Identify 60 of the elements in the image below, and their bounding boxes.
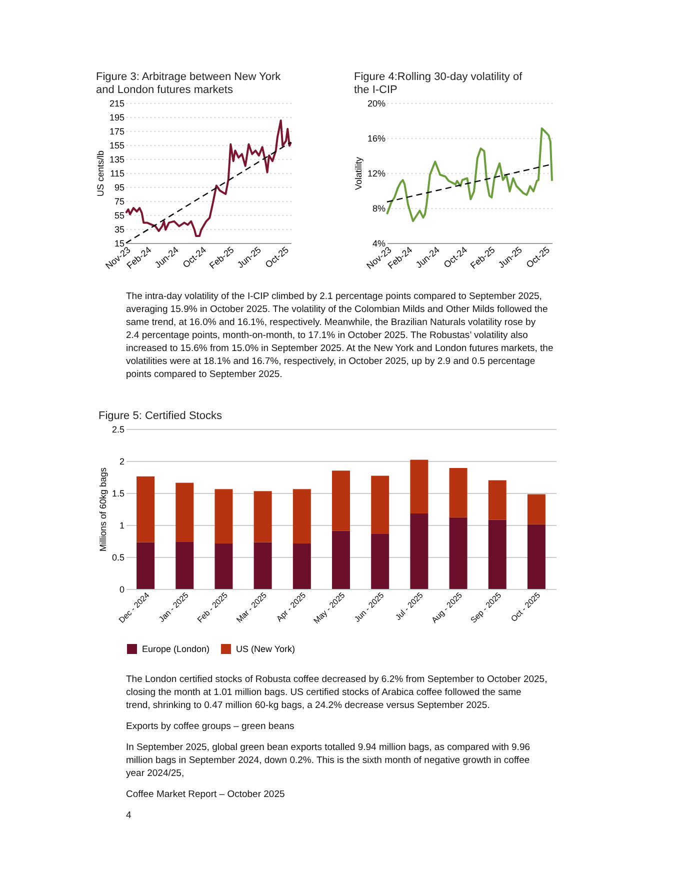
text: The intra-day volatility of the I-CIP climbed by 2.1 percentage points compared to September 2025, averaging 15.9% in October 2025. The volatility of the Colombian Milds and Other Milds followed the same trend, at 16.0% and 16.1%, respectively. Meanwhile, the Brazilian Naturals volatility rose by 2.4 percentage points, month-on-month, to 17.1% in October 2025. The Robustas’ volatility also increased to 15.6% from 15.0% in September 2025. At the New York and London futures markets, the volatilities were at 18.1% and 16.7%, respectively, in October 2025, up by 2.9 and 0.5 percentage points compared to September 2025.	[126, 291, 554, 380]
bar	[332, 470, 350, 531]
bar	[292, 544, 311, 589]
bar	[332, 530, 350, 589]
bar	[214, 489, 233, 544]
bar	[449, 468, 468, 518]
bar	[176, 542, 194, 589]
text: Coffee Market Report – October 2025	[126, 789, 285, 800]
legend-label: US (New York)	[236, 644, 296, 654]
y-tick-label: 0	[119, 584, 124, 594]
bar	[449, 517, 468, 589]
chart-title: Figure 4:Rolling 30-day volatility of the I-CIP	[354, 71, 524, 96]
y-tick-label: 155	[109, 140, 124, 150]
bar	[254, 542, 272, 589]
bar	[371, 534, 390, 589]
text: The London certified stocks of Robusta coffee decreased by 6.2% from September to October 2025, closing the month at 1.01 million bags. US certified stocks of Arabica coffee followed the same trend, shrinking to 0.47 million 60-kg bags, a 24.2% decrease versus September 2025.	[126, 674, 548, 711]
y-tick-label: 35	[114, 224, 124, 234]
y-axis-title: Millions of 60kg bags	[98, 466, 108, 552]
y-tick-label: 175	[109, 126, 124, 136]
legend-label: Europe (London)	[142, 644, 210, 654]
bar	[527, 524, 546, 589]
line-series	[386, 127, 553, 222]
y-tick-label: 2.5	[112, 424, 124, 434]
y-tick-label: 195	[109, 112, 124, 122]
chart-title: Figure 3: Arbitrage between New York and London futures markets	[96, 71, 282, 96]
text: Exports by coffee groups – green beans	[126, 721, 295, 732]
bar	[176, 482, 194, 542]
bar	[136, 542, 155, 589]
bar	[410, 513, 428, 589]
bar	[488, 520, 506, 589]
y-tick-label: 95	[114, 182, 124, 192]
bar	[488, 480, 506, 520]
text: In September 2025, global green bean exports totalled 9.94 million bags, as compared with 9.96 million bags in September 2024, down 0.2%. This is the sixth month of negative growth in coffee year 2024/25,	[126, 742, 530, 779]
y-tick-label: 135	[109, 154, 124, 164]
bar	[292, 489, 311, 544]
bar	[136, 476, 155, 542]
text: 4	[126, 810, 132, 821]
line-series	[125, 120, 292, 237]
y-axis-title: US cents/lb	[95, 150, 106, 197]
y-tick-label: 215	[109, 98, 124, 108]
y-tick-label: 0.5	[112, 552, 124, 562]
y-tick-label: 1.5	[112, 488, 124, 498]
y-tick-label: 2	[119, 456, 124, 466]
y-tick-label: 75	[114, 196, 124, 206]
y-axis-title: Volatility	[353, 156, 364, 190]
bar	[410, 460, 428, 514]
chart-title: Figure 5: Certified Stocks	[98, 410, 222, 422]
y-tick-label: 4%	[372, 238, 386, 248]
y-tick-label: 20%	[367, 98, 386, 108]
y-tick-label: 115	[110, 168, 124, 178]
bar	[527, 494, 546, 524]
y-tick-label: 12%	[367, 168, 386, 178]
y-tick-label: 8%	[372, 204, 386, 214]
bar	[214, 544, 233, 589]
y-tick-label: 55	[114, 210, 124, 220]
y-tick-label: 15	[114, 238, 124, 248]
bar	[371, 476, 390, 534]
bar	[254, 491, 272, 542]
y-tick-label: 16%	[367, 134, 386, 144]
y-tick-label: 1	[119, 520, 124, 530]
